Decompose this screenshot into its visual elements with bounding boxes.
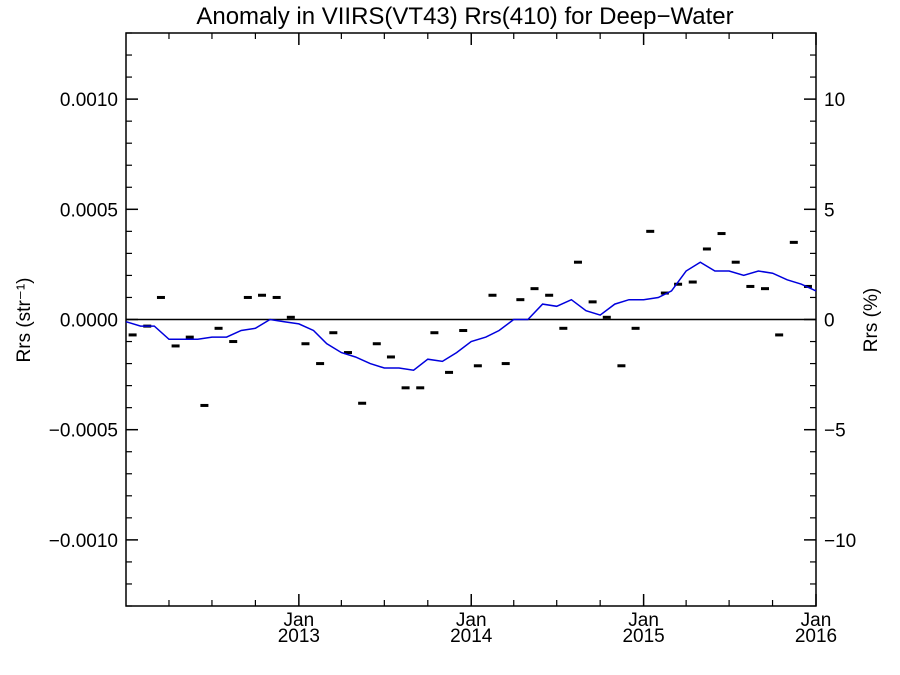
anomaly-point: [530, 287, 539, 291]
anomaly-point: [401, 386, 410, 390]
anomaly-point: [128, 333, 137, 337]
anomaly-point: [746, 284, 755, 288]
y-left-tick-label: 0.0005: [60, 200, 118, 221]
anomaly-point: [301, 342, 310, 346]
anomaly-point: [789, 240, 798, 244]
anomaly-point: [459, 329, 468, 333]
anomaly-point: [272, 295, 281, 299]
anomaly-point: [602, 315, 611, 319]
anomaly-point: [731, 260, 740, 264]
anomaly-point: [156, 295, 165, 299]
anomaly-point: [688, 280, 697, 284]
x-tick-year-label: 2015: [622, 626, 664, 647]
anomaly-point: [343, 351, 352, 355]
x-tick-year-label: 2013: [278, 626, 320, 647]
y-right-tick-label: 5: [824, 200, 835, 221]
anomaly-point: [573, 260, 582, 264]
left-axis-label: Rrs (str⁻¹): [14, 278, 35, 363]
anomaly-point: [631, 326, 640, 330]
anomaly-point: [386, 355, 395, 359]
anomaly-point: [760, 287, 769, 291]
left-y-axis: 0.0010 0.0005 0.0000 −0.0005 −0.0010: [49, 90, 138, 552]
x-tick-year-label: 2016: [795, 626, 837, 647]
right-axis-label: Rrs (%): [861, 288, 882, 352]
x-tick-month-label: Jan: [456, 610, 487, 631]
y-left-tick-label: −0.0010: [49, 531, 118, 552]
anomaly-point: [200, 403, 209, 407]
anomaly-point: [430, 331, 439, 335]
anomaly-point: [775, 333, 784, 337]
right-y-axis: 10 5 0 −5 −10: [804, 90, 856, 552]
anomaly-point: [516, 298, 525, 302]
anomaly-point: [646, 229, 655, 233]
y-right-tick-label: 10: [824, 90, 845, 111]
y-left-tick-label: 0.0000: [60, 311, 118, 332]
y-right-tick-label: −10: [824, 531, 856, 552]
anomaly-point: [617, 364, 626, 368]
monthly-anomaly-points: [128, 229, 812, 407]
anomaly-point: [229, 340, 238, 344]
anomaly-point: [214, 326, 223, 330]
x-tick-month-label: Jan: [628, 610, 659, 631]
anomaly-point: [588, 300, 597, 304]
anomaly-point: [416, 386, 425, 390]
anomaly-point: [545, 293, 554, 297]
anomaly-point: [329, 331, 338, 335]
anomaly-point: [674, 282, 683, 286]
x-tick-year-label: 2014: [450, 626, 493, 647]
running-mean-line: [125, 261, 817, 371]
y-left-tick-label: −0.0005: [49, 421, 118, 442]
anomaly-point: [473, 364, 482, 368]
anomaly-point: [316, 362, 325, 366]
anomaly-point: [171, 344, 180, 348]
anomaly-point: [358, 401, 367, 405]
chart-title: Anomaly in VIIRS(VT43) Rrs(410) for Deep…: [196, 3, 733, 30]
anomaly-point: [372, 342, 381, 346]
anomaly-point: [243, 295, 252, 299]
anomaly-point: [185, 335, 194, 339]
anomaly-point: [445, 370, 454, 374]
anomaly-point: [559, 326, 568, 330]
anomaly-point: [660, 291, 669, 295]
x-tick-month-label: Jan: [284, 610, 315, 631]
anomaly-point: [488, 293, 497, 297]
minor-ticks: [126, 32, 816, 607]
anomaly-point: [717, 232, 726, 236]
anomaly-point: [702, 247, 711, 251]
anomaly-point: [258, 293, 267, 297]
anomaly-point: [286, 315, 295, 319]
y-right-tick-label: 0: [824, 311, 835, 332]
y-right-tick-label: −5: [824, 421, 846, 442]
anomaly-point: [501, 362, 510, 366]
x-tick-month-label: Jan: [801, 610, 832, 631]
y-left-tick-label: 0.0010: [60, 90, 118, 111]
